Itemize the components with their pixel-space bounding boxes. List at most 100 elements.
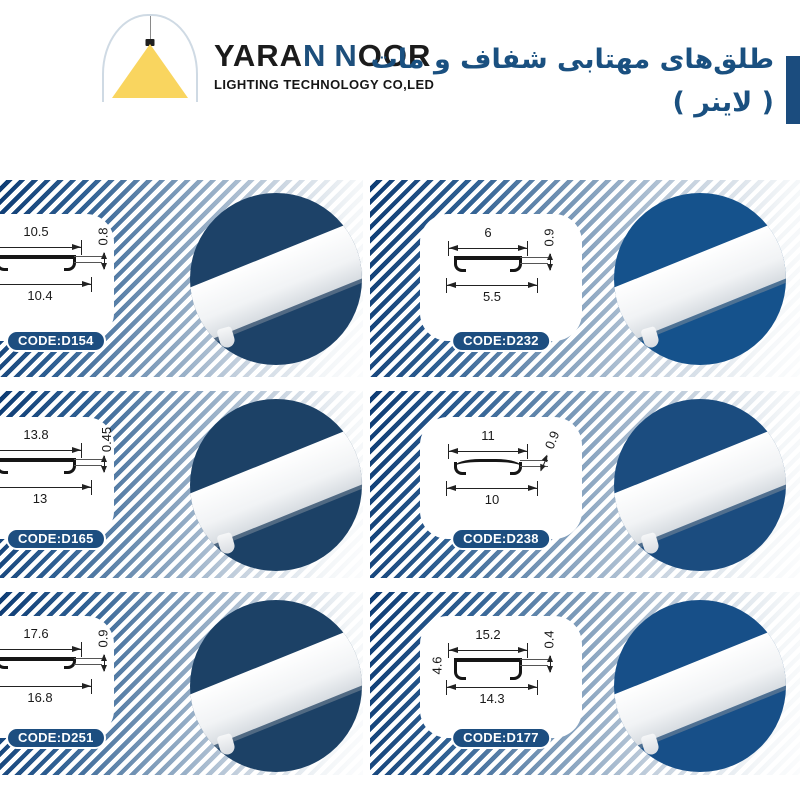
code-badge: CODE:D251 [6, 727, 106, 749]
code-badge: CODE:D165 [6, 528, 106, 550]
dim-top-line [448, 643, 528, 658]
brand-subtitle: LIGHTING TECHNOLOGY CO,LED [214, 77, 435, 92]
code-badge: CODE:D177 [451, 727, 551, 749]
profile-cross-section-icon [0, 657, 76, 673]
dim-bottom-line [446, 278, 538, 293]
dim-bottom-label: 16.8 [27, 690, 53, 705]
dim-bottom-line [0, 679, 92, 694]
dim-height-arrow-icon [547, 253, 553, 271]
dim-top-line [0, 443, 82, 458]
page-title-line2: ( لاینر ) [672, 87, 774, 118]
dim-top-line [0, 642, 82, 657]
product-block: 6 0.9 5.5 CODE:D232 [370, 180, 800, 377]
diffuser-strip [614, 209, 786, 357]
profile-cross-section-icon [454, 459, 522, 475]
extension-line [74, 658, 102, 659]
dim-top-label: 15.2 [475, 627, 501, 642]
diffuser-strip [190, 209, 362, 357]
dim-top-line [448, 444, 528, 459]
dim-bottom-line [0, 480, 92, 495]
product-photo [190, 193, 362, 365]
extension-line [520, 466, 548, 467]
code-badge: CODE:D154 [6, 330, 106, 352]
extension-line [520, 460, 548, 461]
dim-height-arrow-icon [101, 654, 107, 672]
product-block: 11 0.9 10 CODE:D238 [370, 391, 800, 578]
dim-height-label: 0.9 [541, 228, 557, 247]
diffuser-strip [190, 415, 362, 563]
diffuser-strip [190, 616, 362, 764]
dim-bottom-line [0, 277, 92, 292]
spec-card: 17.6 0.9 16.8 CODE:D251 [0, 616, 114, 749]
dim-height-arrow-icon [101, 455, 107, 473]
dim-height: 0.9 [541, 222, 562, 271]
dim-height-label: 0.9 [541, 428, 563, 452]
profile-cross-section-icon [454, 256, 522, 272]
dim-top-label: 11 [481, 428, 495, 443]
product-block: 15.2 0.4 14.3 4.6 CODE:D177 [370, 592, 800, 775]
dim-bottom-label: 13 [32, 491, 48, 506]
profile-cross-section-icon [0, 458, 76, 474]
dim-top-label: 10.5 [23, 224, 49, 239]
dim-bottom-line [446, 680, 538, 695]
page-title: طلق‌های مهتابی شفاف و مات ( لاینر ) [371, 44, 774, 118]
tech-drawing: 17.6 0.9 16.8 [0, 626, 111, 729]
extension-line [74, 459, 102, 460]
dim-height-arrow-icon [540, 455, 548, 471]
product-block: 17.6 0.9 16.8 CODE:D251 [0, 592, 363, 775]
brand-text: YARAN NOOR LIGHTING TECHNOLOGY CO,LED [214, 14, 434, 92]
spec-card: 13.8 0.45 13 CODE:D165 [0, 417, 114, 550]
dim-side-label: 4.6 [429, 656, 445, 675]
title-accent-bar [786, 56, 800, 124]
spec-card: 10.5 0.8 10.4 CODE:D154 [0, 214, 116, 352]
product-photo [614, 193, 786, 365]
dim-height: 0.9 [534, 423, 570, 473]
dim-height: 0.45 [96, 424, 116, 473]
product-photo [190, 600, 362, 772]
code-badge: CODE:D238 [451, 528, 551, 550]
spec-card: 11 0.9 10 CODE:D238 [420, 417, 582, 550]
extension-line [520, 257, 548, 258]
dim-height-arrow-icon [101, 252, 107, 270]
brand-name: YARAN NOOR [214, 38, 432, 73]
profile-cross-section-icon [454, 658, 522, 680]
lamp-triangle-icon [112, 44, 188, 98]
extension-line [520, 665, 548, 666]
lamp-cord-icon [150, 16, 151, 41]
extension-line [520, 659, 548, 660]
extension-line [74, 262, 102, 263]
extension-line [74, 664, 102, 665]
tech-drawing: 11 0.9 10 [446, 428, 562, 531]
product-photo [614, 399, 786, 571]
tech-drawing: 15.2 0.4 14.3 4.6 [430, 627, 557, 730]
dim-top-label: 17.6 [23, 626, 49, 641]
dim-height: 0.8 [95, 221, 116, 270]
extension-line [74, 465, 102, 466]
extension-line [520, 263, 548, 264]
profile-cross-section-icon [0, 255, 76, 271]
dim-bottom-label: 14.3 [479, 691, 505, 706]
product-block: 13.8 0.45 13 CODE:D165 [0, 391, 363, 578]
dim-top-line [0, 240, 82, 255]
dim-bottom-label: 10.4 [27, 288, 53, 303]
dim-height-label: 0.8 [95, 227, 111, 246]
code-badge: CODE:D232 [451, 330, 551, 352]
dim-bottom-label: 10 [484, 492, 500, 507]
lamp-arch-icon [102, 14, 198, 102]
dim-bottom-line [446, 481, 538, 496]
product-photo [190, 399, 362, 571]
spec-card: 6 0.9 5.5 CODE:D232 [420, 214, 582, 352]
dim-top-line [448, 241, 528, 256]
dim-bottom-label: 5.5 [482, 289, 502, 304]
tech-drawing: 13.8 0.45 13 [0, 427, 114, 530]
dim-height: 0.4 [542, 624, 562, 673]
lamp-holder-icon [145, 39, 155, 46]
product-photo [614, 600, 786, 772]
dim-height-arrow-icon [547, 655, 553, 673]
product-block: 10.5 0.8 10.4 CODE:D154 [0, 180, 363, 377]
brand-logo: YARAN NOOR LIGHTING TECHNOLOGY CO,LED [102, 14, 434, 102]
spec-card: 15.2 0.4 14.3 4.6 CODE:D177 [420, 616, 582, 749]
dim-top-label: 13.8 [23, 427, 49, 442]
extension-line [74, 256, 102, 257]
diffuser-strip [614, 415, 786, 563]
